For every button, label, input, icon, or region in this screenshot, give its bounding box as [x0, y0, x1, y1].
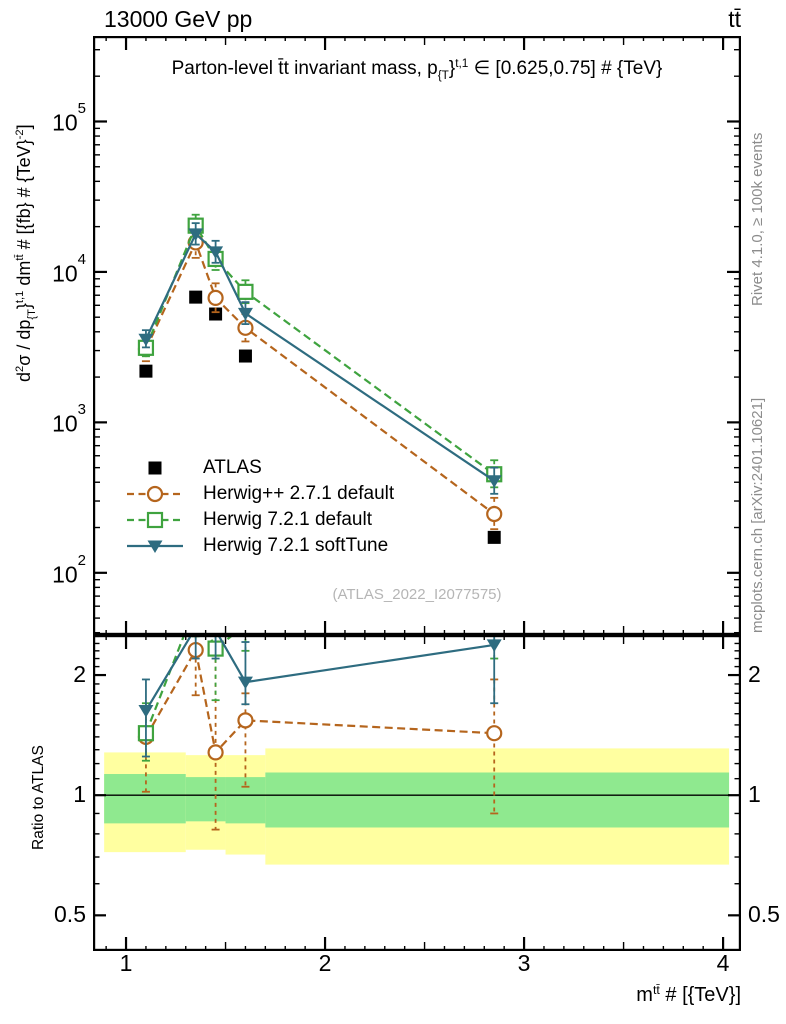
atlas-marker-icon: [126, 456, 184, 480]
legend: ATLAS Herwig++ 2.7.1 default Herwig 7.2.…: [126, 455, 394, 559]
legend-marker-svg: [127, 511, 183, 529]
panel-title-sup: t,1: [455, 56, 469, 70]
main-y-tick-label: 105: [52, 100, 86, 137]
herwig7-default-marker-icon: [126, 508, 184, 532]
y-axis-title: d2σ / dp{T}t,1 dmtt̄ # [{fb} # {TeV}-2]: [14, 124, 39, 382]
herwig7-softtune-marker-icon: [126, 534, 184, 558]
x-title-sup: tt̄: [652, 982, 660, 997]
ratio-y-tick-label-right: 2: [748, 661, 761, 688]
beam-energy-label: 13000 GeV pp: [104, 6, 253, 32]
series-herwig-7-2-1-softtune: [138, 222, 502, 495]
ratio-y-tick-label-right: 1: [748, 781, 761, 808]
process-label: tt̄: [728, 6, 741, 32]
ratio-y-tick-label-left: 0.5: [54, 901, 86, 928]
panel-title-sub: {T: [437, 69, 449, 83]
y-title-sup: t,1: [14, 290, 27, 304]
x-tick-label: 2: [318, 950, 332, 976]
legend-row-herwig7-default: Herwig 7.2.1 default: [126, 507, 394, 533]
main-y-tick-label: 104: [52, 250, 86, 287]
y-title-sup: 2: [14, 365, 27, 372]
ratio-panel-plot: [93, 635, 741, 951]
legend-label-herwig7-default: Herwig 7.2.1 default: [203, 509, 372, 530]
series-atlas: [139, 290, 501, 544]
ratio-y-tick-label-left: 1: [73, 781, 86, 808]
series-herwig-7-2-1-default: [137, 213, 503, 489]
x-tick-label: 4: [716, 950, 730, 976]
legend-label-herwig7-softtune: Herwig 7.2.1 softTune: [203, 535, 389, 556]
herwigpp-marker-icon: [126, 482, 184, 506]
series-herwig-2-7-1-default: [137, 226, 503, 531]
x-tick-label: 1: [119, 950, 133, 976]
y-title-part: # [{fb} # {TeV}: [14, 139, 34, 255]
legend-marker-svg: [127, 485, 183, 503]
main-y-tick-label: 102: [52, 551, 86, 588]
x-tick-label: 3: [517, 950, 531, 976]
ratio-series-herwig-7-2-1-softtune: [138, 635, 502, 758]
x-title-part: # [{TeV}]: [659, 984, 741, 1006]
panel-title-post: ∈ [0.625,0.75] # {TeV}: [468, 58, 663, 79]
legend-label-herwigpp: Herwig++ 2.7.1 default: [203, 483, 395, 504]
ratio-y-tick-label-right: 0.5: [748, 901, 780, 928]
legend-row-atlas: ATLAS: [126, 455, 394, 481]
legend-row-herwig7-softtune: Herwig 7.2.1 softTune: [126, 533, 394, 559]
uncertainty-bands: [104, 748, 730, 865]
y-title-part: d: [14, 371, 34, 382]
panel-title-text: Parton-level t̄t invariant mass, p: [171, 58, 438, 79]
x-title-part: m: [636, 984, 653, 1006]
legend-row-herwigpp: Herwig++ 2.7.1 default: [126, 481, 394, 507]
panel-title-brace: }: [448, 58, 456, 79]
mcplots-reference-note: mcplots.cern.ch [arXiv:2401.10621]: [749, 397, 766, 633]
analysis-watermark: (ATLAS_2022_I2077575): [332, 586, 502, 603]
main-panel-plot: [93, 36, 741, 635]
rivet-version-note: Rivet 4.1.0, ≥ 100k events: [749, 132, 766, 306]
y-title-sub: {T: [26, 309, 39, 320]
legend-marker-svg: [148, 461, 162, 475]
panel-title: Parton-level t̄t invariant mass, p{T}t,1…: [93, 56, 741, 83]
main-y-tick-label: 103: [52, 401, 86, 438]
ratio-y-tick-label-left: 2: [73, 661, 86, 688]
legend-label-atlas: ATLAS: [203, 457, 262, 478]
y-title-part: σ / dp: [14, 319, 34, 366]
x-axis-title: mtt̄ # [{TeV}]: [93, 982, 741, 1007]
legend-marker-svg: [127, 540, 183, 553]
